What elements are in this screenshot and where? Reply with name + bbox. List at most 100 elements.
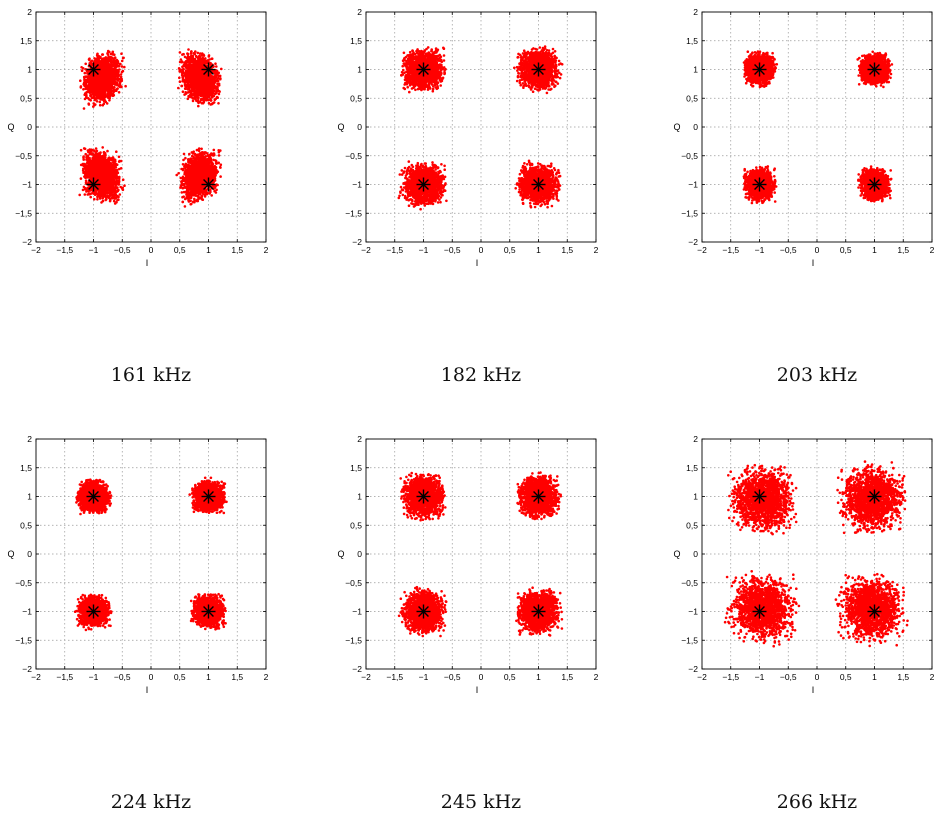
- scatter-point: [217, 72, 220, 75]
- scatter-point: [180, 84, 183, 88]
- scatter-point: [92, 95, 96, 99]
- scatter-point: [112, 58, 115, 62]
- scatter-point: [102, 59, 106, 62]
- scatter-point: [197, 87, 201, 91]
- scatter-point: [85, 91, 88, 94]
- scatter-point: [194, 54, 198, 58]
- scatter-point: [186, 91, 190, 94]
- scatter-point: [208, 80, 211, 83]
- scatter-point: [86, 149, 90, 152]
- scatter-point: [204, 92, 208, 95]
- scatter-point: [81, 67, 85, 70]
- scatter-point: [196, 81, 200, 84]
- scatter-point: [101, 74, 105, 78]
- scatter-point: [115, 69, 118, 72]
- scatter-point: [114, 89, 118, 92]
- scatter-point: [186, 88, 190, 91]
- scatter-point: [200, 73, 203, 76]
- scatter-point: [98, 163, 101, 166]
- scatter-point: [192, 81, 195, 85]
- scatter-point: [178, 51, 182, 54]
- scatter-point: [193, 52, 197, 56]
- scatter-point: [90, 76, 94, 79]
- cluster-2: [177, 48, 223, 108]
- scatter-point: [119, 167, 123, 170]
- scatter-point: [79, 148, 83, 152]
- scatter-point: [84, 78, 88, 82]
- scatter-point: [113, 83, 117, 86]
- scatter-point: [104, 56, 108, 59]
- scatter-point: [116, 182, 120, 185]
- scatter-point: [93, 191, 96, 195]
- scatter-point: [206, 86, 210, 90]
- scatter-point: [197, 104, 200, 108]
- scatter-point: [198, 54, 201, 58]
- scatter-point: [107, 195, 110, 198]
- scatter-point: [216, 96, 219, 99]
- scatter-point: [117, 91, 121, 94]
- scatter-point: [99, 75, 102, 78]
- scatter-point: [219, 77, 222, 81]
- scatter-point: [107, 76, 110, 79]
- scatter-point: [113, 158, 117, 162]
- scatter-point: [93, 197, 96, 201]
- scatter-point: [215, 91, 218, 94]
- scatter-point: [102, 150, 106, 154]
- scatter-point: [117, 155, 121, 159]
- scatter-point: [94, 164, 98, 167]
- scatter-point: [106, 69, 110, 72]
- scatter-point: [183, 93, 186, 96]
- scatter-point: [206, 95, 209, 98]
- scatter-point: [214, 62, 217, 65]
- scatter-point: [81, 169, 85, 172]
- scatter-point: [86, 193, 89, 196]
- scatter-point: [188, 62, 191, 65]
- scatter-point: [111, 69, 114, 73]
- scatter-point: [99, 151, 102, 154]
- scatter-point: [102, 89, 106, 92]
- scatter-point: [109, 52, 113, 56]
- scatter-point: [98, 100, 102, 104]
- scatter-point: [206, 78, 209, 81]
- scatter-point: [104, 174, 107, 178]
- scatter-point: [119, 75, 123, 79]
- scatter-point: [110, 189, 113, 192]
- cluster-4: [175, 147, 223, 208]
- scatter-point: [101, 197, 104, 200]
- scatter-point: [98, 82, 101, 86]
- scatter-point: [107, 182, 110, 185]
- scatter-point: [104, 189, 107, 192]
- scatter-point: [99, 78, 102, 81]
- scatter-point: [96, 174, 99, 178]
- scatter-point: [120, 59, 124, 63]
- scatter-point: [114, 64, 118, 67]
- scatter-point: [120, 52, 123, 55]
- scatter-point: [187, 48, 190, 51]
- scatter-point: [120, 70, 124, 74]
- scatter-point: [178, 76, 181, 80]
- scatter-point: [87, 102, 90, 105]
- scatter-point: [198, 52, 202, 55]
- scatter-point: [212, 83, 216, 86]
- scatter-point: [94, 97, 97, 101]
- scatter-point: [123, 65, 126, 69]
- scatter-point: [96, 95, 100, 99]
- scatter-point: [181, 77, 185, 80]
- scatter-point: [119, 159, 123, 163]
- scatter-point: [104, 198, 107, 202]
- scatter-point: [95, 82, 99, 85]
- scatter-point: [103, 158, 107, 161]
- scatter-point: [121, 56, 125, 60]
- scatter-point: [102, 99, 106, 103]
- scatter-point: [101, 53, 104, 56]
- scatter-point: [178, 80, 182, 83]
- scatter-point: [92, 102, 95, 105]
- scatter-point: [88, 162, 91, 166]
- scatter-point: [100, 176, 104, 180]
- scatter-point: [79, 85, 83, 88]
- scatter-point: [181, 90, 185, 93]
- scatter-point: [124, 84, 127, 88]
- scatter-point: [97, 56, 100, 59]
- scatter-point: [110, 179, 113, 182]
- scatter-point: [190, 55, 194, 58]
